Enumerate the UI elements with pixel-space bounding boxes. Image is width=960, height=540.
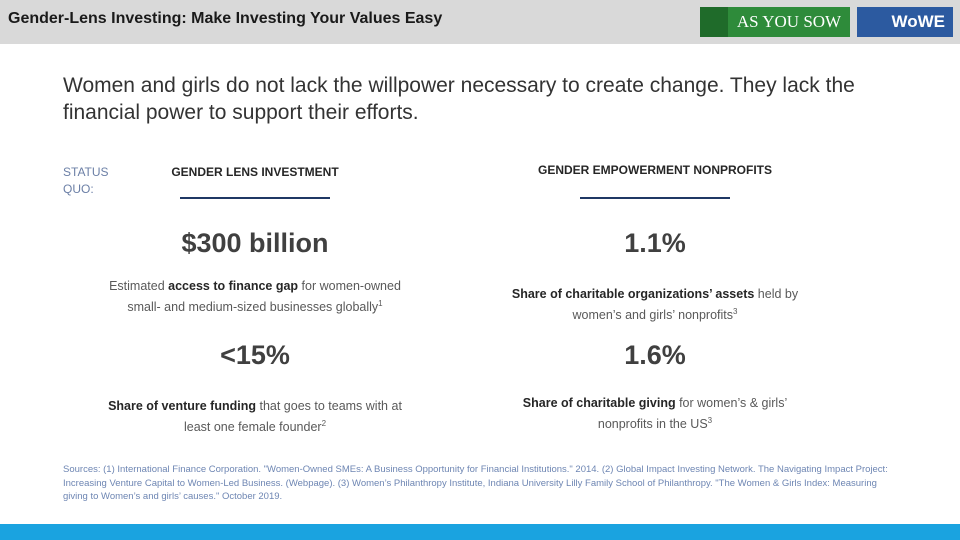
slide-title: Gender-Lens Investing: Make Investing Yo… [8,10,443,27]
stat-value: $300 billion [181,228,329,258]
description-text: Share of venture funding [108,399,256,413]
logo: AS YOU SOW [700,7,850,37]
divider [180,197,330,199]
description-text: Estimated [109,279,169,293]
stat-value: <15% [220,340,290,370]
description-text: that goes to teams with at least one fem… [183,399,402,435]
description-text: for women’s & girls’ nonprofits in the U… [597,396,788,432]
description-text: held by women’s and girls’ nonprofits [572,287,799,323]
footer-bar [0,524,960,540]
sources: Sources: (1) International Finance Corpo… [63,464,888,502]
footnote-ref: 1 [378,299,383,308]
stat-description: Share of venture funding that goes to te… [105,398,405,436]
divider [580,197,730,199]
column-heading: GENDER LENS INVESTMENT [171,165,339,179]
status-label: STATUS QUO: [63,165,109,196]
headline: Women and girls do not lack the willpowe… [63,74,855,124]
description-text: Share of charitable giving [522,396,676,410]
logo-text: WoWE [891,12,945,31]
stat-value: 1.6% [624,340,686,370]
description-text: for women-owned small- and medium-sized … [127,279,401,315]
description-text: Share of charitable organizations’ asset… [511,287,755,301]
stat-description: Estimated access to finance gap for wome… [105,278,405,316]
footnote-ref: 3 [733,307,738,316]
description-text: access to finance gap [168,279,299,293]
logo: WoWE [857,7,953,37]
stat-description: Share of charitable organizations’ asset… [505,286,805,324]
footnote-ref: 3 [707,416,713,425]
stat-description: Share of charitable giving for women’s &… [505,395,805,433]
logo-text: AS YOU SOW [736,12,842,31]
stat-value: 1.1% [624,228,686,258]
column-heading: GENDER EMPOWERMENT NONPROFITS [537,163,772,177]
footnote-ref: 2 [321,419,327,428]
